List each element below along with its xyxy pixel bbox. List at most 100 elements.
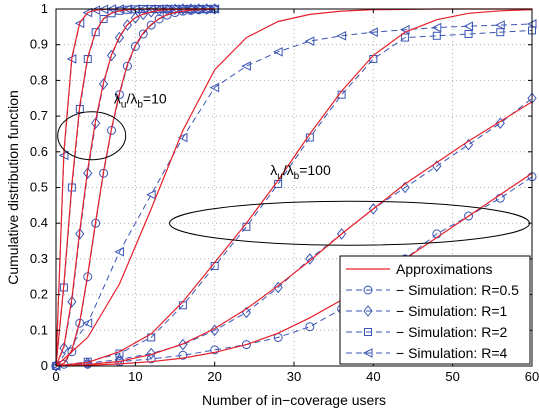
diamond-marker: [273, 281, 283, 294]
y-tick-label: 0.5: [30, 180, 48, 195]
y-tick-label: 0.4: [30, 215, 48, 230]
diamond-marker: [363, 305, 373, 317]
circle-marker: [114, 90, 124, 100]
circle-marker: [305, 322, 315, 332]
legend-label: − Simulation: R=2: [396, 324, 507, 340]
square-marker: [464, 29, 473, 38]
diamond-marker: [186, 3, 196, 15]
circle-marker: [363, 285, 373, 295]
diamond-marker: [114, 353, 125, 366]
x-tick-label: 30: [287, 369, 301, 384]
square-marker: [91, 28, 100, 37]
triangle-marker: [146, 189, 156, 200]
triangle-marker: [273, 47, 283, 57]
y-axis-label: Cumulative distribution function: [5, 90, 21, 285]
simulation-line: [55, 23, 533, 367]
legend-label: Approximations: [396, 261, 493, 277]
square-marker: [364, 328, 372, 336]
diamond-marker: [106, 49, 117, 62]
ratio-annotation: λu/λb=10: [114, 91, 167, 111]
circle-marker: [178, 350, 188, 360]
triangle-marker: [336, 30, 347, 41]
triangle-marker: [304, 36, 315, 46]
triangle-marker: [368, 27, 378, 38]
triangle-marker: [114, 246, 124, 257]
approximation-line: [55, 101, 533, 367]
diamond-marker: [83, 167, 93, 180]
diamond-marker: [146, 347, 156, 360]
y-tick-label: 0.9: [30, 37, 48, 52]
annotation-part: b: [294, 171, 300, 182]
triangle-marker: [362, 348, 373, 358]
annotation-part: u: [121, 100, 127, 111]
diamond-marker: [495, 117, 505, 130]
diamond-marker: [91, 117, 101, 130]
annotation-part: /λ: [283, 162, 294, 178]
y-tick-label: 0.7: [30, 108, 48, 123]
y-tick-label: 0.3: [30, 251, 48, 266]
diamond-marker: [67, 295, 77, 308]
diamond-marker: [122, 19, 133, 31]
circle-marker: [146, 20, 156, 30]
simulation-line: [55, 176, 533, 367]
y-tick-label: 0.2: [30, 287, 48, 302]
square-marker: [432, 31, 441, 40]
x-tick-label: 10: [128, 369, 142, 384]
ellipse-ratio-10: [57, 111, 127, 161]
x-tick-label: 40: [366, 369, 380, 384]
annotation-part: b: [137, 100, 143, 111]
square-marker: [99, 14, 108, 23]
x-tick-label: 50: [445, 369, 459, 384]
triangle-marker: [463, 21, 474, 31]
x-axis-label: Number of in−coverage users: [202, 392, 386, 408]
annotation-part: u: [277, 171, 283, 182]
circle-marker: [241, 340, 251, 350]
legend: Approximations − Simulation: R=0.5 − Simul…: [339, 255, 531, 365]
annotation-part: λ: [270, 162, 277, 178]
circle-marker: [67, 347, 77, 357]
annotation-part: /λ: [126, 91, 137, 107]
diamond-marker: [202, 3, 212, 15]
y-tick-label: 1: [41, 1, 48, 16]
diamond-marker: [305, 253, 315, 265]
triangle-marker: [209, 82, 220, 93]
diamond-marker: [59, 342, 69, 354]
x-tick-label: 60: [525, 369, 539, 384]
y-tick-label: 0.1: [30, 322, 48, 337]
circle-marker: [138, 29, 148, 39]
legend-label: − Simulation: R=0.5: [396, 282, 519, 298]
diamond-marker: [98, 78, 109, 90]
triangle-marker: [431, 22, 442, 33]
triangle-marker: [82, 7, 93, 18]
diamond-marker: [210, 324, 220, 337]
circle-marker: [210, 345, 220, 355]
ticks: 0 10 20 30 40 50 60 0 0.1 0.2 0.3 0.4 0.5 0.6 0.7 0.8 0.…: [30, 1, 539, 384]
y-tick-label: 0.8: [30, 72, 48, 87]
approximation-line: [55, 8, 215, 367]
diamond-marker: [170, 3, 180, 16]
annotation-part: λ: [114, 91, 121, 107]
y-tick-label: 0: [41, 358, 48, 373]
circle-marker: [464, 211, 474, 221]
x-tick-label: 0: [52, 369, 59, 384]
diamond-marker: [178, 3, 188, 15]
legend-label: − Simulation: R=1: [396, 303, 507, 319]
triangle-marker: [241, 61, 251, 71]
x-tick-label: 20: [207, 369, 221, 384]
approximation-line: [55, 9, 533, 367]
diamond-marker: [114, 31, 125, 44]
simulation-line: [55, 29, 533, 367]
annotation-part: =100: [299, 162, 331, 178]
diamond-marker: [194, 3, 204, 15]
annotation-part: =10: [143, 91, 167, 107]
square-marker: [401, 33, 410, 42]
circle-marker: [130, 41, 140, 51]
legend-label: − Simulation: R=4: [396, 345, 507, 361]
ratio-annotation: λu/λb=100: [270, 162, 331, 182]
triangle-marker: [82, 318, 93, 328]
diamond-marker: [210, 3, 220, 15]
y-tick-label: 0.6: [30, 144, 48, 159]
triangle-marker: [495, 20, 505, 30]
